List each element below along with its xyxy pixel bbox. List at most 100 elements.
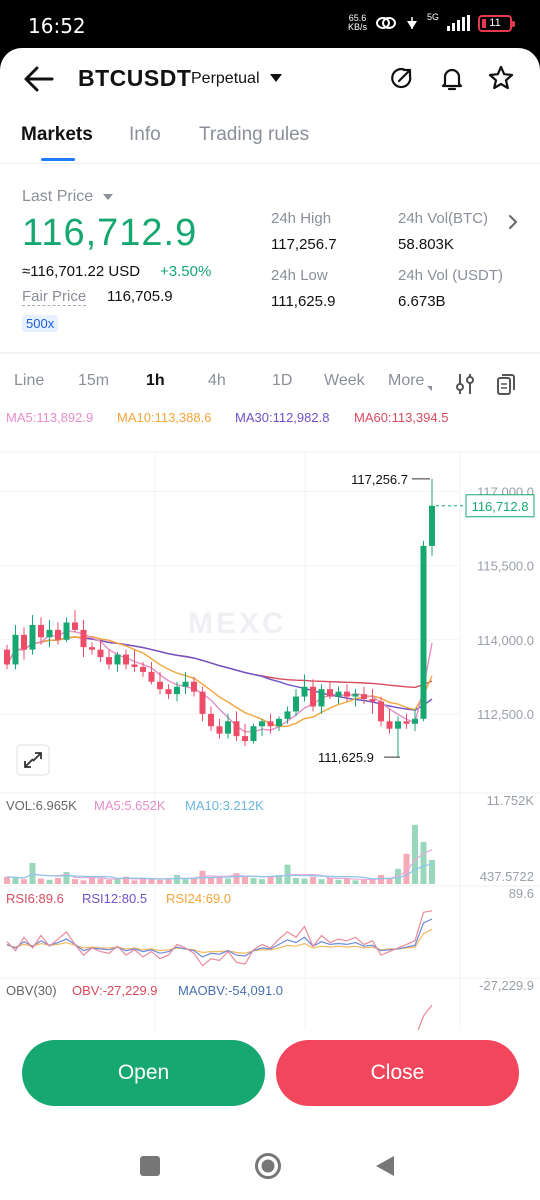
volume-bar <box>106 879 112 884</box>
candle-body <box>72 622 78 630</box>
price-chart[interactable]: MEXC117,000.0115,500.0114,000.0112,500.0… <box>0 400 540 1030</box>
battery-level: 11 <box>489 17 501 29</box>
rsi24-legend: RSI24:69.0 <box>166 891 231 906</box>
rsi12-line <box>6 918 433 958</box>
interval-1d[interactable]: 1D <box>272 372 293 389</box>
volume-bar <box>97 878 104 884</box>
candle-body <box>429 505 435 546</box>
chevron-down-icon[interactable] <box>270 74 282 82</box>
contract-type[interactable]: Perpetual <box>191 70 260 87</box>
volume-bar <box>276 874 282 884</box>
candle-body <box>327 689 333 697</box>
home-icon[interactable] <box>254 1152 282 1180</box>
volume-bar <box>344 878 350 884</box>
back-icon[interactable] <box>374 1154 396 1178</box>
candle-body <box>216 726 223 734</box>
maobv-legend: MAOBV:-54,091.0 <box>178 983 283 998</box>
tab-info[interactable]: Info <box>129 124 161 145</box>
candle-body <box>318 689 325 707</box>
vol-axis-min: 437.5722 <box>480 869 534 884</box>
interval-selector: Line 15m 1h 4h 1D Week More <box>0 368 540 400</box>
candle-body <box>369 699 376 702</box>
interval-more[interactable]: More <box>388 372 425 389</box>
candle-body <box>89 647 95 650</box>
open-button[interactable]: Open <box>22 1040 265 1106</box>
recents-icon[interactable] <box>140 1156 160 1176</box>
volume-bar <box>369 879 376 884</box>
volume-bar <box>55 877 61 884</box>
chevron-down-icon[interactable] <box>103 194 113 200</box>
price-axis-label: 114,000.0 <box>477 633 534 648</box>
obv-axis-max: -27,229.9 <box>479 978 534 993</box>
candle-body <box>352 694 359 697</box>
candle-body <box>267 721 274 727</box>
volume-bar <box>174 874 180 884</box>
volume-bar <box>267 876 274 884</box>
volume-bar <box>250 877 257 884</box>
candle-body <box>4 649 10 665</box>
candle-body <box>395 721 401 729</box>
volume-bar <box>386 877 393 884</box>
last-price-label[interactable]: Last Price <box>22 188 94 205</box>
candle-body <box>233 721 240 737</box>
clock: 16:52 <box>28 14 86 38</box>
watermark: MEXC <box>188 607 287 640</box>
vol-ma10-line <box>6 863 433 880</box>
volume-bar <box>403 853 410 884</box>
ma10-line <box>6 635 433 728</box>
interval-line[interactable]: Line <box>14 372 45 389</box>
candle-body <box>182 681 189 687</box>
indicator-settings-icon[interactable] <box>455 372 475 396</box>
candle-body <box>250 726 257 742</box>
candle-body <box>242 736 248 742</box>
interval-4h[interactable]: 4h <box>208 372 226 389</box>
volume-bar <box>80 880 87 884</box>
net-speed-value: 65.6 <box>348 13 367 23</box>
symbol-title[interactable]: BTCUSDT <box>78 65 192 91</box>
fair-price: 116,705.9 <box>107 288 173 305</box>
interval-week[interactable]: Week <box>324 372 365 389</box>
fair-price-label[interactable]: Fair Price <box>22 288 87 306</box>
obv-line <box>417 1004 433 1030</box>
ma60-value: MA60:113,394.5 <box>354 410 449 425</box>
candle-body <box>29 624 36 650</box>
chart-settings-icon[interactable] <box>496 371 516 397</box>
leverage-badge: 500x <box>22 315 59 332</box>
volume-bar <box>259 879 265 884</box>
candle-body <box>199 691 206 714</box>
usd-value: ≈116,701.22 USD <box>22 263 141 280</box>
price-axis-label: 112,500.0 <box>477 707 534 722</box>
tab-trading-rules[interactable]: Trading rules <box>199 124 310 145</box>
back-arrow-icon[interactable] <box>22 64 56 94</box>
chevron-right-icon[interactable] <box>508 214 518 230</box>
candle-body <box>276 718 282 727</box>
close-button[interactable]: Close <box>276 1040 519 1106</box>
candle-body <box>131 664 138 667</box>
24h-low-label: 24h Low <box>271 267 328 284</box>
more-caret-icon[interactable] <box>427 386 432 391</box>
bell-icon[interactable] <box>438 64 466 92</box>
system-nav-bar <box>0 1138 540 1200</box>
24h-low: 111,625.9 <box>271 293 336 310</box>
ma5-value: MA5:113,892.9 <box>6 410 94 425</box>
candle-body <box>38 624 44 638</box>
interval-1h[interactable]: 1h <box>146 372 165 389</box>
candle-body <box>21 634 27 650</box>
share-icon[interactable] <box>388 64 416 92</box>
volume-bar <box>208 877 214 884</box>
volume-bar <box>225 878 231 884</box>
volume-bar <box>4 876 10 884</box>
candle-body <box>46 629 53 638</box>
candle-body <box>412 718 418 724</box>
candle-body <box>114 654 121 665</box>
volume-bar <box>63 871 70 884</box>
tab-markets[interactable]: Markets <box>21 124 93 145</box>
interval-15m[interactable]: 15m <box>78 372 110 389</box>
volume-bar <box>131 880 138 884</box>
24h-vol-usdt: 6.673B <box>398 293 446 310</box>
star-icon[interactable] <box>487 64 515 92</box>
ma30-line <box>6 636 433 711</box>
candle-body <box>310 686 316 707</box>
volume-bar <box>361 879 367 884</box>
candle-body <box>123 654 129 665</box>
